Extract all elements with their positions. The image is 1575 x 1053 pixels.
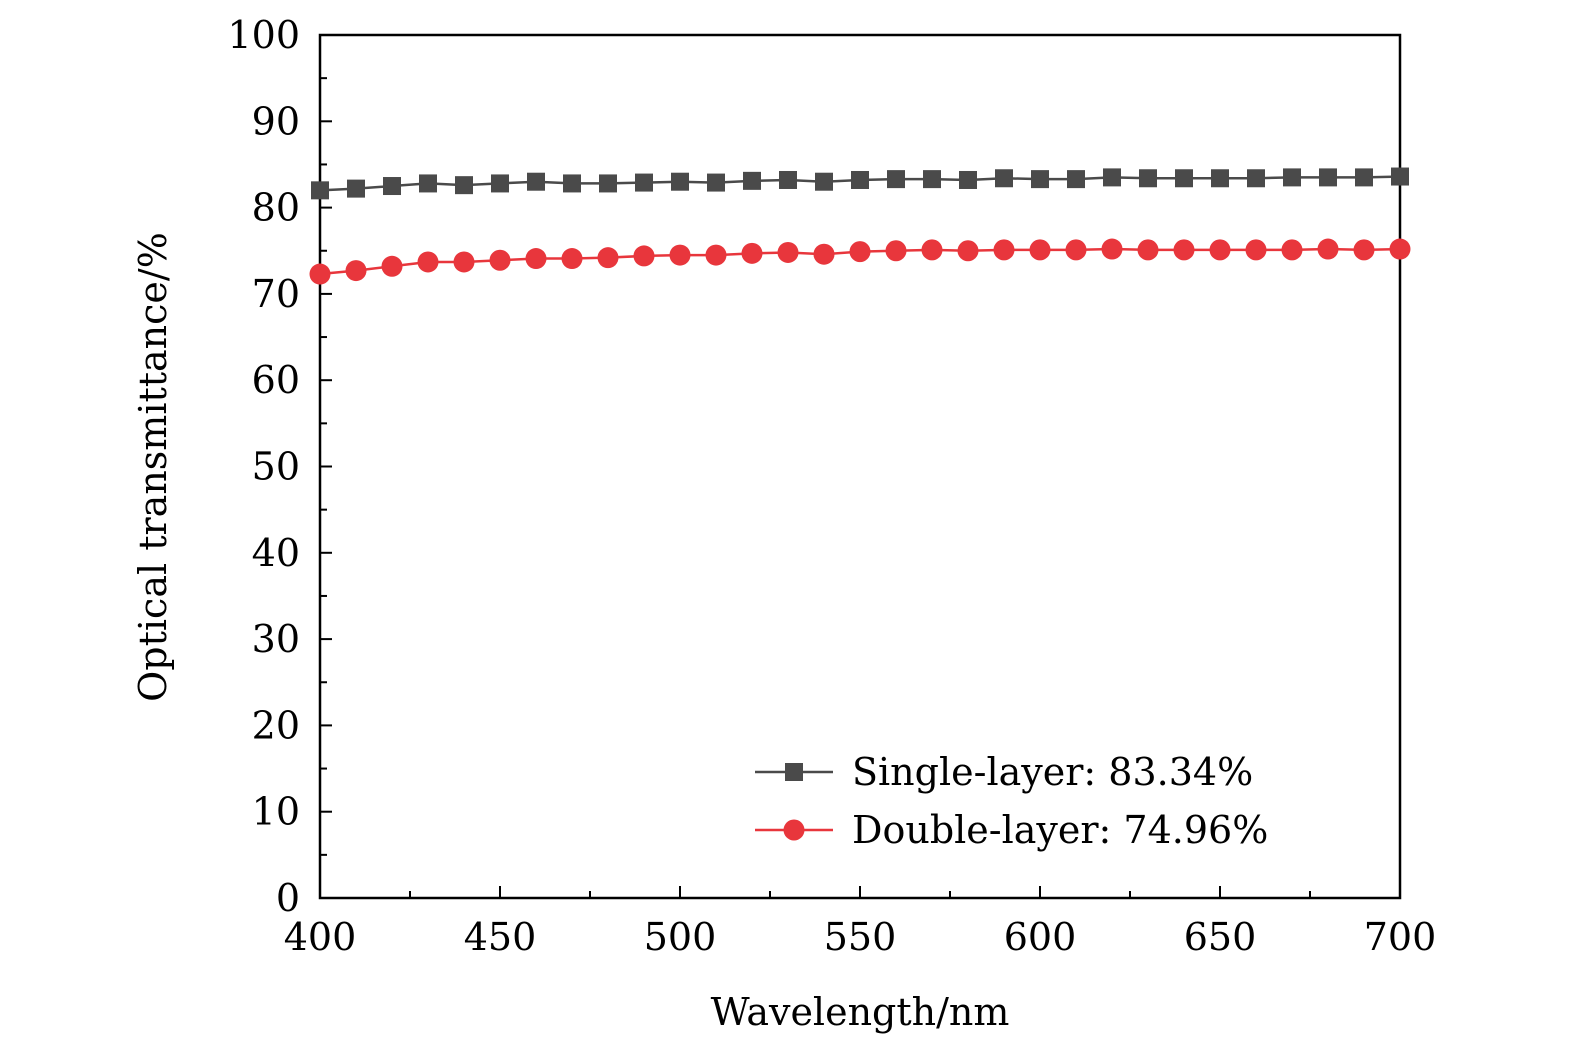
data-point-circle bbox=[1173, 239, 1195, 261]
data-point-circle bbox=[1029, 239, 1051, 261]
y-tick-label: 60 bbox=[252, 358, 300, 402]
data-point-circle bbox=[453, 251, 475, 273]
data-point-circle bbox=[957, 240, 979, 262]
data-point-circle bbox=[1245, 239, 1267, 261]
data-point-circle bbox=[705, 244, 727, 266]
legend-marker-circle bbox=[783, 819, 805, 841]
data-point-circle bbox=[741, 242, 763, 264]
data-point-circle bbox=[1353, 239, 1375, 261]
data-point-circle bbox=[669, 244, 691, 266]
x-axis-ticks: 400 450 500 550 600 650 700 bbox=[284, 886, 1437, 959]
data-point-square bbox=[527, 172, 545, 191]
data-point-circle bbox=[417, 251, 439, 273]
y-tick-label: 100 bbox=[227, 13, 300, 57]
data-point-square bbox=[1211, 169, 1229, 188]
data-point-circle bbox=[1137, 239, 1159, 261]
legend-item: Double-layer: 74.96% bbox=[755, 808, 1268, 852]
data-point-circle bbox=[1101, 238, 1123, 260]
data-point-square bbox=[851, 170, 869, 189]
data-point-square bbox=[887, 170, 905, 189]
data-point-circle bbox=[597, 247, 619, 269]
data-point-square bbox=[815, 172, 833, 191]
data-point-circle bbox=[1065, 239, 1087, 261]
x-tick-label: 650 bbox=[1184, 915, 1257, 959]
data-point-circle bbox=[993, 239, 1015, 261]
y-tick-label: 90 bbox=[252, 99, 300, 143]
data-point-circle bbox=[813, 243, 835, 265]
data-point-square bbox=[671, 172, 689, 191]
data-point-circle bbox=[561, 248, 583, 270]
data-point-square bbox=[959, 170, 977, 189]
data-point-circle bbox=[777, 241, 799, 263]
series-1 bbox=[311, 167, 1409, 200]
y-tick-label: 10 bbox=[252, 790, 300, 834]
series-layer bbox=[309, 167, 1411, 285]
data-point-circle bbox=[921, 239, 943, 261]
y-axis-ticks: 0 10 20 30 40 50 60 70 80 90 100 bbox=[227, 13, 332, 920]
data-point-square bbox=[1319, 168, 1337, 187]
data-point-circle bbox=[345, 260, 367, 282]
data-point-circle bbox=[309, 263, 331, 285]
data-point-square bbox=[635, 173, 653, 192]
data-point-circle bbox=[1209, 239, 1231, 261]
data-point-square bbox=[563, 174, 581, 193]
data-point-circle bbox=[489, 249, 511, 271]
data-point-circle bbox=[849, 241, 871, 263]
x-tick-label: 700 bbox=[1364, 915, 1437, 959]
data-point-circle bbox=[381, 255, 403, 277]
y-tick-label: 80 bbox=[252, 186, 300, 230]
legend-marker-square bbox=[785, 763, 803, 781]
data-point-square bbox=[491, 174, 509, 193]
x-tick-label: 500 bbox=[644, 915, 717, 959]
data-point-circle bbox=[1281, 239, 1303, 261]
series-2 bbox=[309, 238, 1411, 285]
data-point-square bbox=[1175, 169, 1193, 188]
data-point-square bbox=[779, 170, 797, 189]
x-axis-title: Wavelength/nm bbox=[711, 990, 1010, 1034]
data-point-square bbox=[599, 174, 617, 193]
y-tick-label: 70 bbox=[252, 272, 300, 316]
data-point-square bbox=[1391, 167, 1409, 186]
y-tick-label: 50 bbox=[252, 445, 300, 489]
data-point-square bbox=[1247, 169, 1265, 188]
data-point-square bbox=[1031, 170, 1049, 189]
y-tick-label: 40 bbox=[252, 531, 300, 575]
data-point-square bbox=[347, 179, 365, 198]
y-tick-label: 30 bbox=[252, 617, 300, 661]
data-point-circle bbox=[1389, 238, 1411, 260]
data-point-square bbox=[419, 174, 437, 193]
x-tick-label: 450 bbox=[464, 915, 537, 959]
x-tick-label: 550 bbox=[824, 915, 897, 959]
legend: Single-layer: 83.34% Double-layer: 74.96% bbox=[755, 750, 1268, 852]
data-point-square bbox=[923, 170, 941, 189]
data-point-square bbox=[707, 173, 725, 192]
data-point-circle bbox=[1317, 238, 1339, 260]
data-point-square bbox=[1103, 168, 1121, 187]
x-tick-label: 600 bbox=[1004, 915, 1077, 959]
data-point-circle bbox=[525, 248, 547, 270]
x-tick-label: 400 bbox=[284, 915, 357, 959]
data-point-square bbox=[995, 169, 1013, 188]
data-point-square bbox=[1067, 170, 1085, 189]
data-point-square bbox=[383, 177, 401, 196]
data-point-square bbox=[1283, 168, 1301, 187]
data-point-square bbox=[311, 181, 329, 200]
legend-item: Single-layer: 83.34% bbox=[755, 750, 1253, 794]
data-point-square bbox=[743, 171, 761, 190]
data-point-circle bbox=[633, 245, 655, 267]
legend-label: Single-layer: 83.34% bbox=[852, 750, 1253, 794]
y-tick-label: 0 bbox=[276, 876, 300, 920]
data-point-square bbox=[1355, 168, 1373, 187]
data-point-square bbox=[455, 176, 473, 195]
legend-label: Double-layer: 74.96% bbox=[852, 808, 1268, 852]
y-axis-title: Optical transmittance/% bbox=[131, 232, 175, 702]
data-point-square bbox=[1139, 169, 1157, 188]
y-tick-label: 20 bbox=[252, 703, 300, 747]
data-point-circle bbox=[885, 240, 907, 262]
